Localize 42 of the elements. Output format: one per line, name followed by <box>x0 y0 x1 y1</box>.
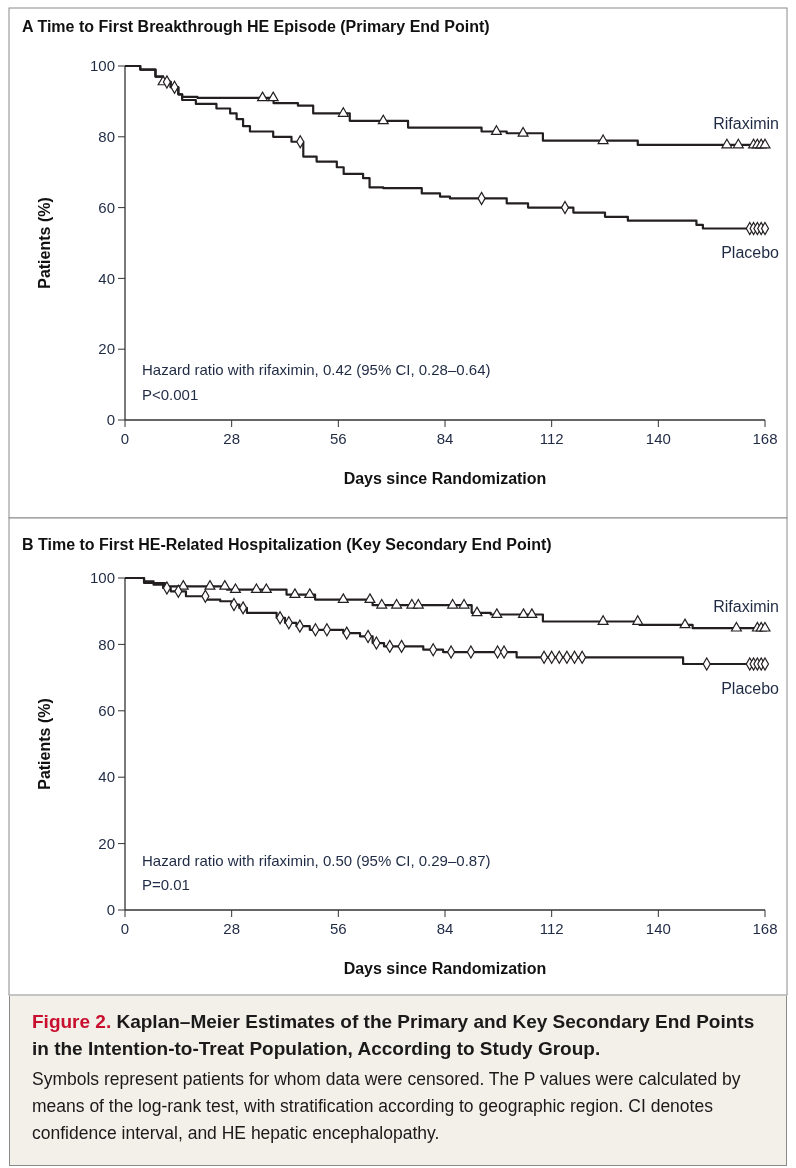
x-tick-label: 140 <box>645 430 671 447</box>
y-tick-label: 60 <box>98 702 115 720</box>
y-axis-title: Patients (%) <box>36 698 53 790</box>
y-tick-label: 0 <box>106 901 115 919</box>
y-tick-label: 80 <box>98 635 115 653</box>
x-tick-label: 84 <box>436 430 454 447</box>
y-tick-label: 20 <box>98 340 115 358</box>
x-axis-title: Days since Randomization <box>343 960 547 977</box>
y-tick-label: 80 <box>98 128 115 146</box>
x-tick-label: 28 <box>223 920 241 937</box>
x-tick-label: 56 <box>329 430 347 447</box>
series-label: Rifaximin <box>713 598 779 616</box>
series-label: Placebo <box>721 679 780 697</box>
x-tick-label: 112 <box>539 920 564 937</box>
chart-title: A Time to First Breakthrough HE Episode (Primary End Point) <box>22 18 490 35</box>
x-tick-label: 84 <box>436 920 454 937</box>
y-tick-label: 100 <box>89 57 115 75</box>
x-tick-label: 28 <box>223 430 241 447</box>
y-tick-label: 100 <box>89 569 115 587</box>
y-tick-label: 40 <box>98 768 115 786</box>
y-tick-label: 20 <box>98 834 115 852</box>
x-tick-label: 0 <box>120 430 130 447</box>
y-tick-label: 40 <box>98 269 115 287</box>
caption: Figure 2. <box>32 1011 112 1032</box>
x-tick-label: 112 <box>539 430 564 447</box>
y-tick-label: 60 <box>98 198 115 216</box>
text: Symbols represent patients for whom data were censored. The P values were calculated by means of the log-rank test, with stratification according to geographic region. CI denotes confidence interval, and HE hepatic encephalopathy. <box>32 1068 742 1145</box>
x-tick-label: 0 <box>120 920 130 937</box>
annotation: P=0.01 <box>142 876 190 893</box>
y-axis-title: Patients (%) <box>36 197 53 289</box>
x-tick-label: 168 <box>752 430 778 447</box>
x-tick-label: 140 <box>645 920 671 937</box>
series-label: Rifaximin <box>713 114 779 132</box>
x-tick-label: 56 <box>329 920 347 937</box>
annotation: Hazard ratio with rifaximin, 0.50 (95% CI, 0.29–0.87) <box>142 852 491 869</box>
x-axis-title: Days since Randomization <box>343 470 547 487</box>
annotation: P<0.001 <box>142 386 199 403</box>
series-label: Placebo <box>721 244 780 262</box>
annotation: Hazard ratio with rifaximin, 0.42 (95% CI, 0.28–0.64) <box>142 361 491 378</box>
chart-title: B Time to First HE-Related Hospitalization (Key Secondary End Point) <box>22 536 552 553</box>
x-tick-label: 168 <box>752 920 778 937</box>
y-tick-label: 0 <box>106 411 115 429</box>
